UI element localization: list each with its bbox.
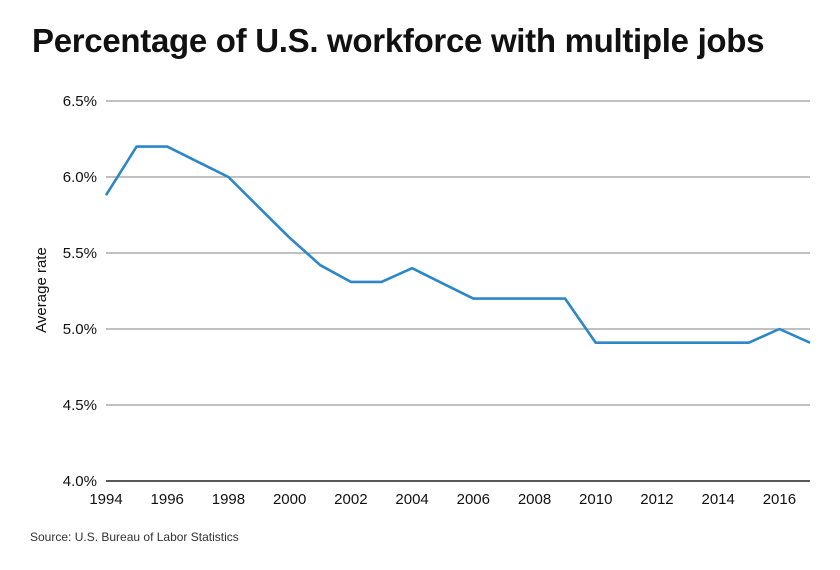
x-tick-label: 2000 [273,491,306,508]
y-tick-label: 4.0% [63,473,97,490]
x-tick-label: 2016 [763,491,796,508]
x-tick-label: 1996 [151,491,184,508]
x-tick-label: 2008 [518,491,551,508]
y-tick-label: 4.5% [63,397,97,414]
y-tick-label: 5.5% [63,245,97,262]
x-tick-label: 2012 [640,491,673,508]
chart-title: Percentage of U.S. workforce with multip… [32,22,765,59]
x-tick-label: 1998 [212,491,245,508]
x-tick-labels: 1994 1996 1998 2000 2002 2004 2006 2008 2010 2012… [89,491,796,508]
x-tick-label: 2006 [457,491,490,508]
x-tick-label: 2004 [395,491,428,508]
x-tick-label: 1994 [89,491,122,508]
y-tick-label: 5.0% [63,321,97,338]
y-tick-label: 6.5% [63,93,97,110]
x-tick-label: 2002 [334,491,367,508]
source-note: Source: U.S. Bureau of Labor Statistics [30,530,239,544]
y-tick-label: 6.0% [63,169,97,186]
series-line [104,145,811,345]
x-tick-label: 2014 [701,491,734,508]
y-tick-labels: 4.0% 4.5% 5.0% 5.5% 6.0% 6.5% [63,93,97,490]
series-group [104,145,811,345]
grid-lines [106,100,810,482]
x-tick-label: 2010 [579,491,612,508]
y-axis-label: Average rate [33,247,50,333]
